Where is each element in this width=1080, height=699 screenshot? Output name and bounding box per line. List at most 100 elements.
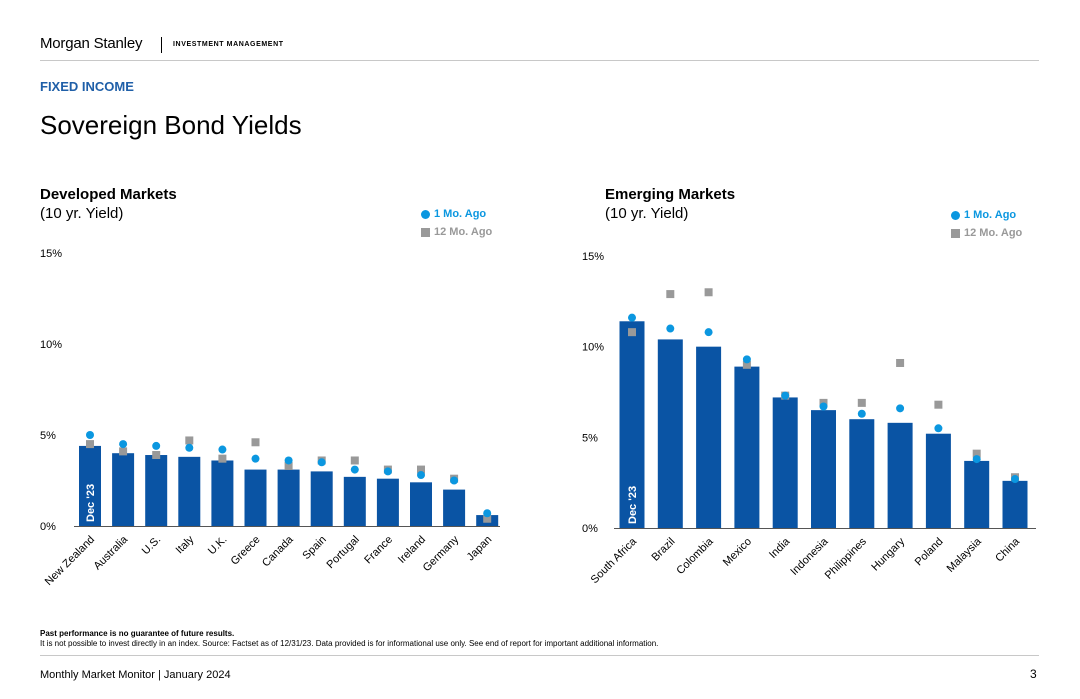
dot-marker-icon xyxy=(421,209,430,219)
x-tick-label: Colombia xyxy=(674,535,716,577)
marker-1mo xyxy=(119,440,128,449)
marker-12mo xyxy=(972,449,981,458)
bar xyxy=(211,460,234,526)
dot-marker-icon xyxy=(951,210,960,220)
x-tick-label: Philippines xyxy=(823,535,869,581)
marker-1mo xyxy=(251,454,260,463)
marker-1mo xyxy=(628,313,636,322)
bar xyxy=(79,445,101,526)
marker-12mo xyxy=(628,328,636,337)
bar xyxy=(964,460,990,528)
marker-1mo xyxy=(86,431,94,439)
marker-12mo xyxy=(417,465,425,474)
bar xyxy=(811,410,836,528)
bar xyxy=(734,366,760,528)
square-marker-icon xyxy=(951,228,960,238)
legend-label: 12 Mo. Ago xyxy=(964,227,1023,239)
marker-12mo xyxy=(742,360,751,369)
marker-12mo xyxy=(284,461,293,470)
marker-1mo xyxy=(383,467,392,476)
legend-label: 1 Mo. Ago xyxy=(434,208,487,220)
x-tick-label: Mexico xyxy=(721,536,754,569)
marker-1mo xyxy=(1011,475,1019,484)
square-marker-icon xyxy=(421,227,430,237)
footer-rule xyxy=(40,655,1039,656)
bar xyxy=(887,422,913,528)
bar xyxy=(343,476,366,526)
x-tick-label: Malaysia xyxy=(945,535,985,575)
marker-1mo xyxy=(781,391,790,400)
legend-label: 1 Mo. Ago xyxy=(964,209,1017,221)
marker-1mo xyxy=(152,441,161,450)
marker-1mo xyxy=(704,328,713,337)
marker-12mo xyxy=(218,454,227,463)
developed-legend-1mo: 1 Mo. Ago xyxy=(421,208,486,220)
legend-label: 12 Mo. Ago xyxy=(434,226,493,238)
brand-logo: Morgan Stanley xyxy=(40,35,143,52)
bar-inline-label: Dec '23 xyxy=(85,484,97,522)
marker-1mo xyxy=(972,455,981,464)
marker-1mo xyxy=(934,424,943,433)
header-rule xyxy=(40,60,1039,61)
logo-divider xyxy=(161,37,162,53)
bar xyxy=(410,482,432,526)
y-tick-label: 15% xyxy=(582,251,604,263)
developed-chart-subtitle: (10 yr. Yield) xyxy=(40,205,124,222)
page-number: 3 xyxy=(1030,667,1037,681)
y-tick-label: 0% xyxy=(582,523,598,535)
marker-1mo xyxy=(742,355,751,364)
y-tick-label: 15% xyxy=(40,248,62,260)
x-tick-label: China xyxy=(993,535,1022,564)
bar xyxy=(310,471,333,526)
y-tick-label: 10% xyxy=(40,339,62,351)
bar xyxy=(925,433,951,528)
marker-1mo xyxy=(350,465,359,474)
bar xyxy=(277,469,300,526)
bar xyxy=(696,346,722,528)
marker-1mo xyxy=(483,509,492,518)
bar xyxy=(145,455,168,526)
y-tick-label: 10% xyxy=(582,342,604,354)
y-tick-label: 5% xyxy=(40,430,56,442)
marker-12mo xyxy=(86,440,94,449)
bar xyxy=(772,397,798,528)
marker-1mo xyxy=(218,445,227,454)
bar xyxy=(112,453,135,526)
marker-1mo xyxy=(417,471,425,480)
marker-1mo xyxy=(185,443,194,452)
marker-12mo xyxy=(119,447,128,456)
bar xyxy=(657,339,683,528)
marker-1mo xyxy=(819,402,828,411)
bar-inline-label: Dec '23 xyxy=(627,486,639,524)
marker-1mo xyxy=(450,476,459,485)
developed-chart-title: Developed Markets xyxy=(40,186,177,203)
developed-legend-12mo: 12 Mo. Ago xyxy=(421,226,492,238)
marker-12mo xyxy=(350,456,359,465)
y-tick-label: 5% xyxy=(582,432,598,444)
page-title: Sovereign Bond Yields xyxy=(40,110,302,140)
marker-12mo xyxy=(704,288,713,297)
marker-12mo xyxy=(666,290,675,299)
emerging-chart-subtitle: (10 yr. Yield) xyxy=(605,205,689,222)
bar xyxy=(1002,480,1028,528)
bar xyxy=(849,419,875,528)
marker-1mo xyxy=(284,456,293,465)
bar xyxy=(619,321,645,528)
section-label: FIXED INCOME xyxy=(40,79,134,94)
footer-publication: Monthly Market Monitor | January 2024 xyxy=(40,669,231,681)
emerging-chart-title: Emerging Markets xyxy=(605,186,736,203)
bar xyxy=(178,456,201,526)
marker-12mo xyxy=(185,436,194,445)
emerging-legend-1mo: 1 Mo. Ago xyxy=(951,209,1016,221)
x-tick-label: Hungary xyxy=(869,535,907,573)
marker-12mo xyxy=(483,514,492,523)
bar xyxy=(376,478,399,526)
x-tick-label: Poland xyxy=(913,536,946,569)
x-tick-label: Brazil xyxy=(649,536,677,564)
y-tick-label: 0% xyxy=(40,521,56,533)
marker-12mo xyxy=(152,451,161,460)
marker-1mo xyxy=(896,404,905,413)
x-tick-label: India xyxy=(767,535,793,561)
